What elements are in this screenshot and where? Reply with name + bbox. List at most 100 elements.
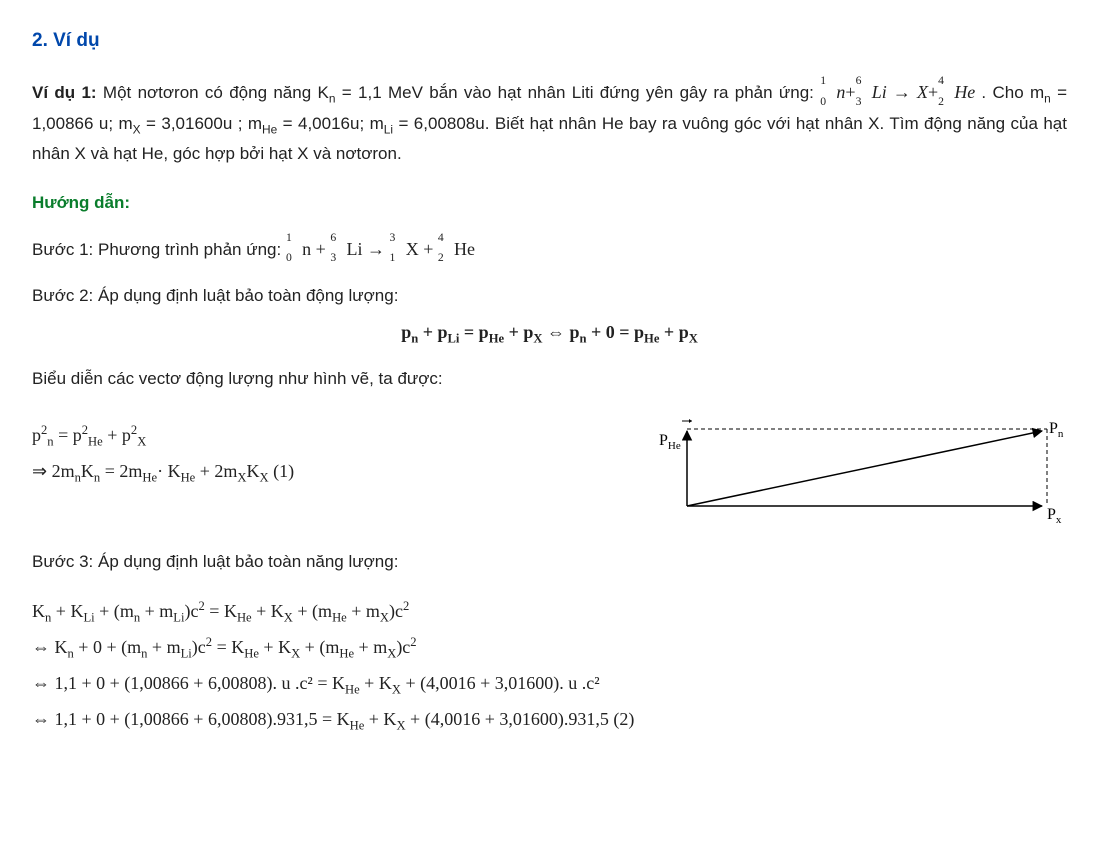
momentum-row: p2n = p2He + p2X ⇒ 2mnKn = 2mHe· KHe + 2…	[32, 411, 1067, 531]
l1-sq2: 2	[403, 599, 409, 613]
s1-plus2: +	[419, 239, 438, 259]
s1-li-z: 3	[330, 247, 336, 268]
ex1-text1: Một nơtơron có động năng K	[97, 83, 329, 102]
msq-t1p: p	[73, 425, 82, 445]
ex1-text2: . Cho m	[981, 83, 1044, 102]
s1-x-a: 3	[390, 227, 396, 248]
me-a1: 2m	[52, 461, 75, 481]
s1-he: 42He	[438, 233, 475, 265]
ex1-sub-X: X	[133, 122, 141, 136]
me-c1s: X	[237, 470, 246, 484]
l2-K1: K	[55, 637, 68, 657]
step2-text: Bước 2: Áp dụng định luật bảo toàn động …	[32, 281, 1067, 312]
step3-text: Bước 3: Áp dụng định luật bảo toàn năng …	[32, 547, 1067, 578]
me-c1: 2m	[214, 461, 237, 481]
ex1-sub-n2: n	[1044, 92, 1051, 106]
s1-li: 63Li	[330, 233, 362, 265]
l2-p5: +	[354, 637, 373, 657]
p2: p	[437, 322, 447, 342]
s1-he-z: 2	[438, 247, 444, 268]
s3-line3: ⇔ 1,1 + 0 + (1,00866 + 6,00808). u .c² =…	[32, 665, 1067, 701]
example1-paragraph: Ví dụ 1: Một nơtơron có động năng Kn = 1…	[32, 76, 1067, 170]
section-title: 2. Ví dụ	[32, 24, 1067, 58]
s1-plus1: +	[311, 239, 330, 259]
l2-m2s: Li	[181, 647, 192, 661]
reaction-inline: 10n+63Li → X+42He	[820, 82, 981, 102]
p6: p	[634, 322, 644, 342]
me-dot: ·	[157, 461, 168, 481]
l4-X: X	[396, 719, 405, 733]
l4-head: ⇔ 1,1 + 0 + (1,00866 + 6,00808).931,5 = …	[32, 709, 350, 729]
l4-mid: + K	[364, 709, 396, 729]
l1-m3: m	[318, 601, 332, 621]
p7s: X	[689, 331, 698, 345]
ex1-sub-He: He	[262, 122, 277, 136]
me-a2: K	[81, 461, 94, 481]
p4: p	[523, 322, 533, 342]
p-equiv: ⇔	[542, 322, 569, 342]
s1-li-sym: Li	[347, 239, 363, 259]
l2-m3: m	[325, 637, 339, 657]
msq-t2p: p	[122, 425, 131, 445]
l2-m4s: X	[387, 647, 396, 661]
nuc-he-z: 2	[938, 91, 944, 112]
l1-K3: K	[224, 601, 237, 621]
vector-intro: Biểu diễn các vectơ động lượng như hình …	[32, 364, 1067, 395]
l2-eq: =	[212, 637, 231, 657]
l1-m3s: He	[332, 611, 347, 625]
p1: p	[401, 322, 411, 342]
msq-p: p	[32, 425, 41, 445]
l1-K1: K	[32, 601, 45, 621]
l1-rp1: )c	[185, 601, 199, 621]
l1-m1: m	[120, 601, 134, 621]
p-plus2: +	[504, 322, 523, 342]
step1-reaction: 10n + 63Li → 31X + 42He	[286, 239, 475, 259]
nuc-n-inline: 10n	[820, 76, 845, 108]
me-c2s: X	[260, 470, 269, 484]
p3s: He	[489, 331, 504, 345]
nuc-n-a: 1	[820, 70, 826, 91]
l1-K2: K	[70, 601, 83, 621]
l1-m2s: Li	[173, 611, 184, 625]
l4-tail: + (4,0016 + 3,01600).931,5 (2)	[406, 709, 635, 729]
msq-plus: +	[103, 425, 122, 445]
diagram-label-x: Px	[1047, 506, 1062, 526]
l2-rp2: )c	[396, 637, 410, 657]
l1-m2: m	[159, 601, 173, 621]
hint-label: Hướng dẫn:	[32, 188, 1067, 219]
l2-p2: +	[147, 637, 166, 657]
l1-m4: m	[366, 601, 380, 621]
inline-plus2: +	[928, 82, 938, 102]
mom-sq: p2n = p2He + p2X	[32, 417, 607, 453]
ex1-text5: = 4,0016u; m	[277, 114, 384, 133]
nuc-n-sym: n	[836, 82, 845, 102]
s1-n-sym: n	[302, 239, 311, 259]
l3-mid: + K	[360, 673, 392, 693]
mom-energy: ⇒ 2mnKn = 2mHe· KHe + 2mXKX (1)	[32, 453, 607, 489]
l2-K4s: X	[291, 647, 300, 661]
inline-plus1: +	[845, 82, 855, 102]
l1-K2s: Li	[83, 611, 94, 625]
ex1-sub-Li: Li	[384, 122, 393, 136]
me-plus: +	[195, 461, 214, 481]
l1-K3s: He	[237, 611, 252, 625]
l2-m4: m	[373, 637, 387, 657]
l2-K3s: He	[244, 647, 259, 661]
l1-p4: +	[252, 601, 271, 621]
l4-He: He	[350, 719, 365, 733]
l3-He: He	[345, 683, 360, 697]
nuc-li-inline: 63Li	[856, 76, 887, 108]
ex1-eqval: = 1,1 MeV bắn vào hạt nhân Liti đứng yên…	[335, 83, 820, 102]
s1-n-z: 0	[286, 247, 292, 268]
me-lead: ⇒	[32, 461, 52, 481]
s3-line2: ⇔ Kn + 0 + (mn + mLi)c2 = KHe + KX + (mH…	[32, 629, 1067, 665]
l1-K4: K	[271, 601, 284, 621]
momentum-formulas: p2n = p2He + p2X ⇒ 2mnKn = 2mHe· KHe + 2…	[32, 417, 607, 489]
p-plus3: + 0 =	[587, 322, 635, 342]
diagram-label-He: PHe	[659, 432, 681, 452]
l1-K4s: X	[284, 611, 293, 625]
l2-lead: ⇔	[32, 637, 55, 657]
nuc-n-z: 0	[820, 91, 826, 112]
l1-p6: +	[347, 601, 366, 621]
s1-x-sym: X	[406, 239, 419, 259]
